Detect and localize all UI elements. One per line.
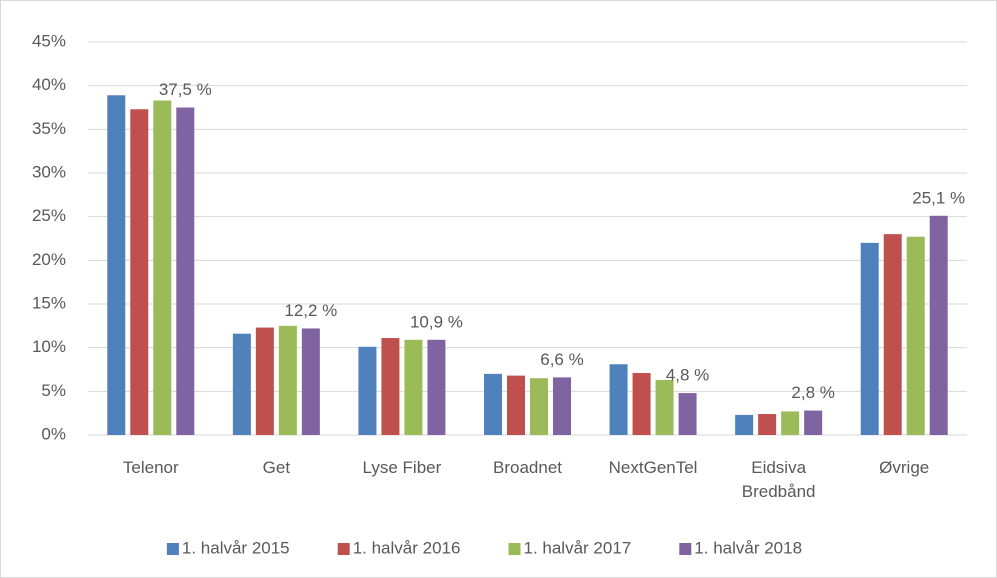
legend-label: 1. halvår 2015 [182,538,290,557]
bar [278,325,297,435]
bar [632,372,651,435]
y-tick-label: 20% [32,250,66,269]
data-label: 37,5 % [159,80,212,99]
bar [255,327,274,435]
legend-swatch [337,543,350,555]
bar [906,236,925,435]
legend-swatch [508,543,521,555]
bar [758,414,777,435]
legend-label: 1. halvår 2016 [353,538,461,557]
y-tick-label: 10% [32,337,66,356]
bar [781,411,800,435]
bar [860,242,879,435]
bar [553,377,571,435]
data-label: 12,2 % [284,301,337,320]
bar [153,100,172,435]
y-tick-label: 5% [41,381,66,400]
legend-label: 1. halvår 2018 [694,538,802,557]
x-tick-label: Telenor [122,458,179,477]
x-tick-label: NextGenTel [608,458,698,477]
legend-label: 1. halvår 2017 [524,538,632,557]
data-label: 10,9 % [410,312,463,331]
bar [883,234,902,435]
y-tick-label: 0% [41,424,66,443]
data-label: 25,1 % [912,188,965,207]
y-tick-label: 30% [32,162,66,181]
y-tick-label: 25% [32,206,66,225]
legend-swatch [166,543,179,555]
bar [232,333,251,435]
bar [678,393,697,435]
bar [301,328,320,435]
bar [427,339,446,435]
x-tick-label: Get [262,458,291,477]
x-tick-label: Øvrige [879,458,930,477]
bar [404,339,423,435]
bar [107,95,126,436]
bar [484,373,502,435]
data-label: 4,8 % [666,366,709,385]
y-tick-label: 40% [32,75,66,94]
y-tick-label: 45% [32,31,66,50]
bar [507,375,525,435]
bar [130,109,149,435]
bar [655,379,674,435]
bar [176,107,195,435]
bar [929,215,948,435]
bar [530,378,548,435]
bar [609,364,628,435]
bar [358,346,377,435]
x-tick-label: Eidsiva Bredbånd [741,458,816,501]
y-tick-label: 35% [32,119,66,138]
data-label: 6,6 % [540,350,583,369]
bar [381,338,400,435]
bar [735,414,754,435]
y-tick-label: 15% [32,293,66,312]
x-tick-label: Broadnet [493,458,562,477]
bar [804,410,823,435]
legend-swatch [679,543,692,555]
data-label: 2,8 % [791,383,834,402]
x-tick-label: Lyse Fiber [362,458,442,477]
